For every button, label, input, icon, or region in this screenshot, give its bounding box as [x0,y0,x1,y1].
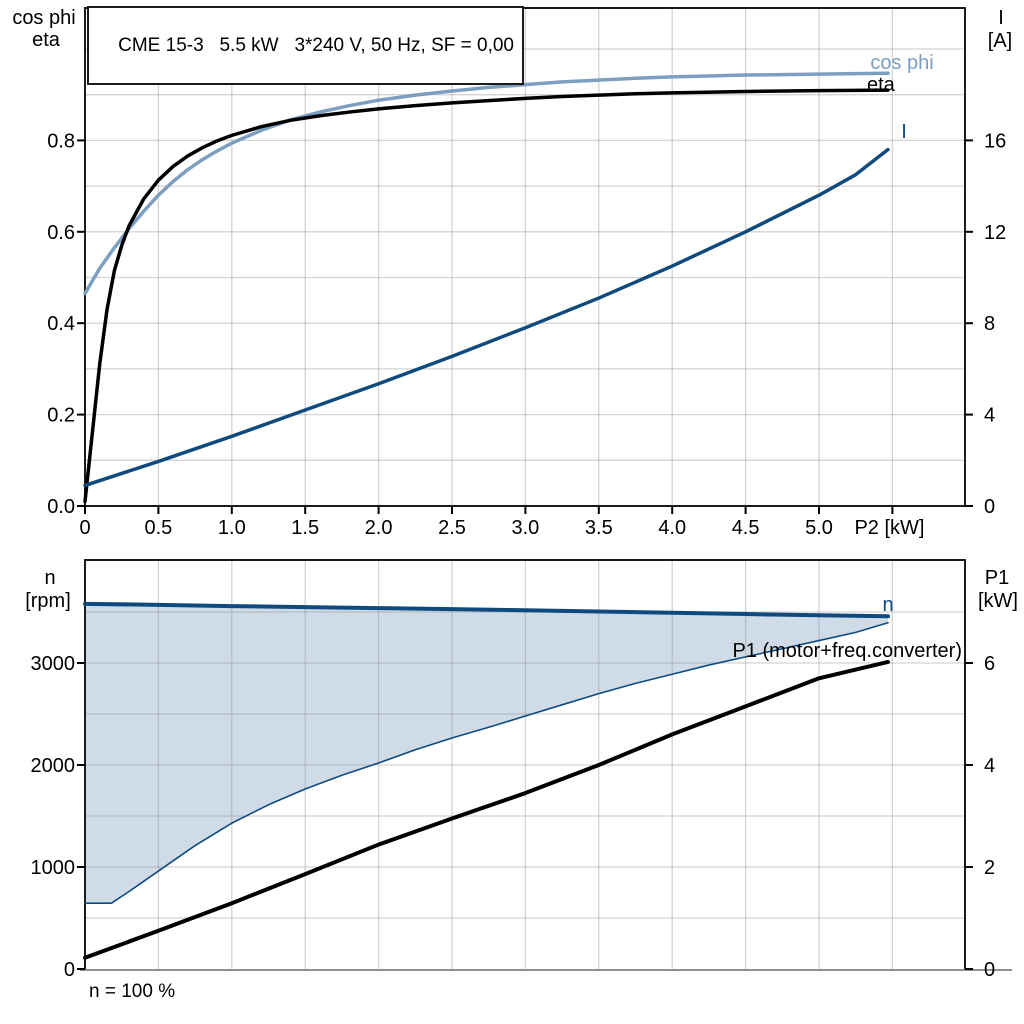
chart-title: CME 15-3 5.5 kW 3*240 V, 50 Hz, SF = 0,0… [118,35,514,56]
chart-title-box: CME 15-3 5.5 kW 3*240 V, 50 Hz, SF = 0,0… [87,6,524,85]
n-min-curve [84,621,889,905]
left-axis-title: cos phi [12,7,75,29]
right-axis-title: I [998,7,1004,29]
left-axis-title: n [44,567,55,589]
left-axis-tick-label: 1000 [31,857,76,879]
left-axis-title: eta [32,29,61,51]
right-axis-tick-label: 4 [984,755,995,777]
right-axis-tick-label: 16 [984,130,1006,152]
left-axis-tick-label: 0.4 [47,313,75,335]
eta-curve-label: eta [867,74,896,96]
motor-electrical-chart: 0.0 0.2 0.4 0.6 0.8 0 4 8 12 16 0 0.5 1.0 1.5 2.0 2.5 3.… [12,7,1012,539]
left-axis-tick-label: 3000 [31,653,76,675]
axis-ticks [77,662,973,970]
x-axis-tick-label: 1.5 [291,517,319,539]
right-axis-tick-label: 0 [984,959,995,981]
i-curve [83,147,890,488]
gridlines [85,8,965,506]
left-axis-tick-label: 0.6 [47,222,75,244]
gridlines [85,560,965,969]
x-axis-title: P2 [kW] [854,517,924,539]
speed-range-fill [85,603,888,904]
cos-phi-curve-label: cos phi [870,52,933,74]
n-curve [83,601,890,619]
right-axis-title: P1 [985,567,1009,589]
right-axis-tick-label: 8 [984,313,995,335]
x-axis-tick-label: 0 [79,517,90,539]
left-axis-tick-label: 0.2 [47,405,75,427]
left-axis-tick-label: 0.0 [47,496,75,518]
speed-footnote: n = 100 % [89,981,175,1002]
right-axis-title: [kW] [978,590,1018,612]
left-axis-title: [rpm] [25,590,71,612]
right-axis-tick-label: 12 [984,222,1006,244]
right-axis-tick-label: 6 [984,653,995,675]
i-curve-label: I [901,121,907,143]
x-axis-tick-label: 0.5 [144,517,172,539]
p1-motor-freq-converter--curve [83,659,890,960]
left-axis-tick-label: 2000 [31,755,76,777]
x-axis-tick-label: 3.5 [585,517,613,539]
cos-phi-curve [83,71,890,296]
left-axis-tick-label: 0 [64,959,75,981]
x-axis-tick-label: 2.5 [438,517,466,539]
axis-ticks [77,139,973,514]
right-axis-title: [A] [988,30,1012,52]
x-axis-tick-label: 5.0 [805,517,833,539]
x-axis-tick-label: 1.0 [218,517,246,539]
right-axis-tick-label: 0 [984,496,995,518]
left-axis-tick-label: 0.8 [47,130,75,152]
eta-curve [83,88,890,504]
right-axis-tick-label: 2 [984,857,995,879]
p1-motor-freq-converter--curve-label: P1 (motor+freq.converter) [732,640,962,662]
x-axis-tick-label: 2.0 [365,517,393,539]
n-curve-label: n [882,594,893,616]
x-axis-tick-label: 3.0 [511,517,539,539]
right-axis-tick-label: 4 [984,405,995,427]
x-axis-tick-label: 4.0 [658,517,686,539]
x-axis-tick-label: 4.5 [732,517,760,539]
